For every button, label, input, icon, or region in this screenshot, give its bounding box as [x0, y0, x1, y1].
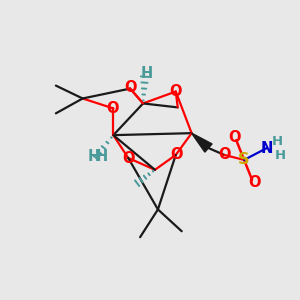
Text: O: O: [106, 101, 118, 116]
Text: H: H: [275, 149, 286, 162]
Text: O: O: [248, 175, 260, 190]
Text: H: H: [87, 149, 100, 164]
Text: O: O: [228, 130, 241, 145]
Polygon shape: [192, 133, 212, 152]
Text: H: H: [95, 149, 108, 164]
Text: O: O: [218, 148, 231, 163]
Text: O: O: [170, 148, 183, 163]
Text: S: S: [238, 152, 250, 167]
Text: H: H: [272, 135, 284, 148]
Text: O: O: [169, 84, 182, 99]
Text: O: O: [122, 152, 134, 166]
Text: H: H: [141, 66, 153, 81]
Text: N: N: [261, 140, 273, 155]
Text: O: O: [124, 80, 136, 95]
